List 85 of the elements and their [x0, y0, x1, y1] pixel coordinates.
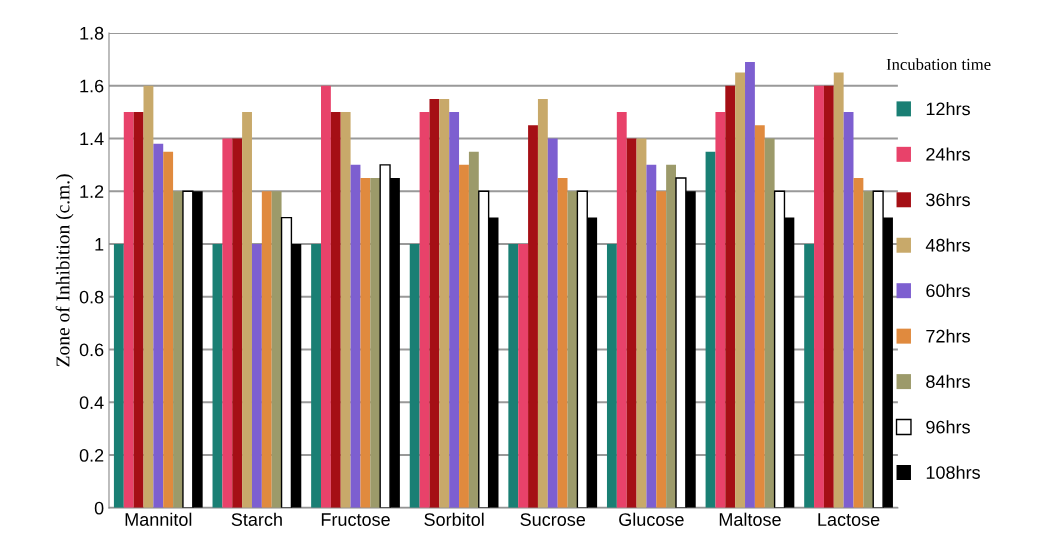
bar: [814, 85, 824, 508]
bar: [133, 112, 144, 508]
bar: [222, 138, 233, 508]
y-tick-label: 0.6: [79, 343, 104, 357]
bar: [656, 191, 667, 508]
bar: [636, 138, 647, 508]
bar: [340, 112, 351, 508]
y-tick-label: 1: [95, 238, 104, 251]
bar: [350, 164, 361, 508]
y-tick-label: 0: [94, 501, 104, 515]
bar: [823, 85, 834, 508]
legend-label: 48hrs: [925, 238, 970, 252]
bar: [853, 178, 864, 508]
x-tick-label: Mannitol: [125, 512, 192, 526]
bar: [567, 191, 578, 508]
bar: [715, 112, 726, 508]
bar: [153, 143, 164, 508]
bar: [419, 112, 430, 508]
bar: [745, 61, 755, 508]
x-tick-label: Starch: [231, 512, 282, 526]
y-tick-label: 1.6: [80, 79, 104, 93]
legend-label: 72hrs: [926, 329, 970, 343]
legend-label: 96hrs: [926, 420, 970, 434]
bar: [528, 125, 538, 508]
bar: [616, 112, 627, 508]
bar: [863, 191, 874, 508]
y-tick-label: 0.2: [79, 448, 104, 462]
bar: [429, 98, 440, 508]
y-tick-label: 1.4: [80, 132, 104, 146]
bar: [242, 112, 252, 508]
bar: [123, 112, 134, 508]
legend-label: 36hrs: [926, 192, 970, 207]
bar: [518, 244, 529, 508]
bar: [557, 178, 568, 508]
bar: [360, 178, 371, 508]
bar: [725, 85, 736, 508]
bar: [705, 151, 716, 508]
bar: [232, 138, 243, 508]
bar: [251, 244, 262, 508]
bar: [666, 164, 676, 508]
x-tick-label: Maltose: [719, 512, 781, 526]
legend-label: 84hrs: [926, 374, 970, 389]
bar: [843, 112, 854, 508]
bar: [449, 112, 460, 508]
bar: [113, 244, 124, 508]
bar: [271, 191, 282, 508]
bar: [173, 191, 183, 508]
bar: [764, 138, 775, 508]
y-tick-label: 1.2: [80, 185, 104, 198]
bar: [163, 151, 174, 508]
x-tick-label: Sucrose: [520, 513, 586, 526]
bar: [261, 191, 272, 508]
bar: [330, 112, 341, 508]
bar: [321, 85, 331, 508]
x-tick-label: Glucose: [619, 512, 684, 526]
bar: [646, 164, 657, 508]
bar: [468, 151, 479, 508]
legend-label: 108hrs: [926, 465, 980, 479]
bar: [735, 72, 746, 508]
y-tick-label: 0.8: [79, 290, 104, 304]
legend-label: 24hrs: [926, 147, 970, 161]
bar: [409, 244, 420, 508]
bar: [508, 244, 519, 508]
x-tick-label: Fructose: [321, 513, 390, 526]
legend-label: 60hrs: [926, 283, 970, 298]
bar: [537, 98, 548, 508]
bar: [804, 244, 815, 508]
x-tick-label: Lactose: [818, 513, 880, 526]
legend-label: 12hrs: [926, 102, 970, 116]
y-tick-label: 0.4: [79, 396, 104, 410]
bar: [547, 138, 558, 508]
bar: [370, 178, 381, 508]
bar: [212, 244, 223, 508]
bar: [439, 98, 450, 508]
legend-title: Incubation time: [886, 58, 991, 71]
bar: [606, 244, 617, 508]
y-tick-label: 1.8: [80, 26, 104, 40]
bar: [311, 244, 321, 508]
bar: [626, 138, 637, 508]
bar: [143, 85, 154, 508]
bar: [754, 125, 765, 508]
x-tick-label: Sorbitol: [424, 512, 484, 526]
y-axis-title: Zone of Inhibition (c.m.): [55, 174, 74, 367]
bar: [833, 72, 844, 508]
bar: [459, 164, 469, 508]
